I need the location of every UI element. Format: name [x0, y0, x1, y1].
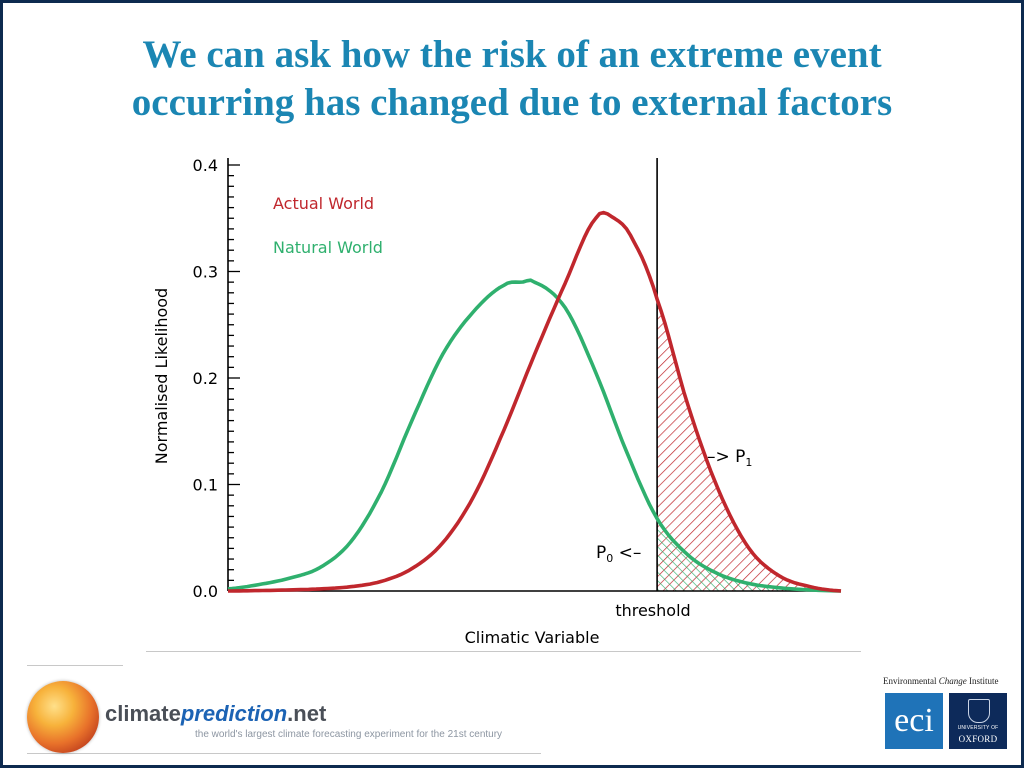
legend-actual-world: Actual World — [273, 194, 374, 213]
oxford-logo: UNIVERSITY OF OXFORD — [949, 693, 1007, 749]
chart-bottom-rule — [146, 651, 861, 652]
y-tick-label: 0.3 — [193, 263, 218, 282]
eci-logo: eci — [885, 693, 943, 749]
title-line-1: We can ask how the risk of an extreme ev… — [142, 33, 882, 76]
cpn-tagline: the world's largest climate forecasting … — [195, 729, 503, 740]
globe-logo — [27, 681, 99, 753]
p1-hatched-area — [657, 299, 841, 591]
p0-arrow: <– — [613, 543, 641, 563]
page-title: We can ask how the risk of an extreme ev… — [3, 31, 1021, 127]
oxford-crest-icon — [968, 699, 990, 723]
eci-label-a: Environmental — [883, 676, 939, 686]
y-tick-label: 0.0 — [193, 582, 218, 601]
y-tick-label: 0.1 — [193, 476, 218, 495]
p0-hatched-area — [657, 518, 841, 591]
p1-subscript: 1 — [745, 456, 752, 469]
eci-label-b: Change — [938, 676, 967, 686]
eci-label: Environmental Change Institute — [883, 676, 999, 686]
title-line-2: occurring has changed due to external fa… — [131, 81, 893, 124]
legend-natural-world: Natural World — [273, 238, 383, 257]
cpn-prediction: prediction — [180, 701, 288, 726]
x-axis-label: Climatic Variable — [465, 628, 600, 647]
y-axis-label: Normalised Likelihood — [152, 288, 171, 464]
cpn-dotnet: .net — [287, 701, 327, 726]
oxford-name: OXFORD — [958, 734, 998, 744]
cpn-logo-text: climateprediction.net — [105, 701, 326, 727]
series-natural-world-line — [227, 278, 842, 593]
y-tick-label: 0.4 — [193, 156, 218, 175]
footer-rule-bottom — [27, 753, 541, 754]
p1-annotation: –> P1 — [707, 447, 752, 469]
oxford-small-text: UNIVERSITY OF — [957, 725, 999, 731]
threshold-label: threshold — [615, 601, 690, 620]
p0-subscript: 0 — [606, 552, 613, 565]
slide: We can ask how the risk of an extreme ev… — [3, 3, 1021, 765]
likelihood-chart: 0.0 0.1 0.2 0.3 0.4 Actual World Natural Wor… — [152, 156, 842, 647]
footer-rule-top — [27, 665, 123, 666]
series-actual-world-line — [228, 210, 842, 593]
y-tick-label: 0.2 — [193, 369, 218, 388]
p1-arrow: –> — [707, 447, 735, 467]
p0-annotation: P0 <– — [596, 543, 641, 565]
p1-letter: P — [735, 447, 745, 467]
p0-letter: P — [596, 543, 606, 563]
cpn-climate: climate — [105, 701, 181, 726]
eci-label-c: Institute — [966, 676, 999, 686]
